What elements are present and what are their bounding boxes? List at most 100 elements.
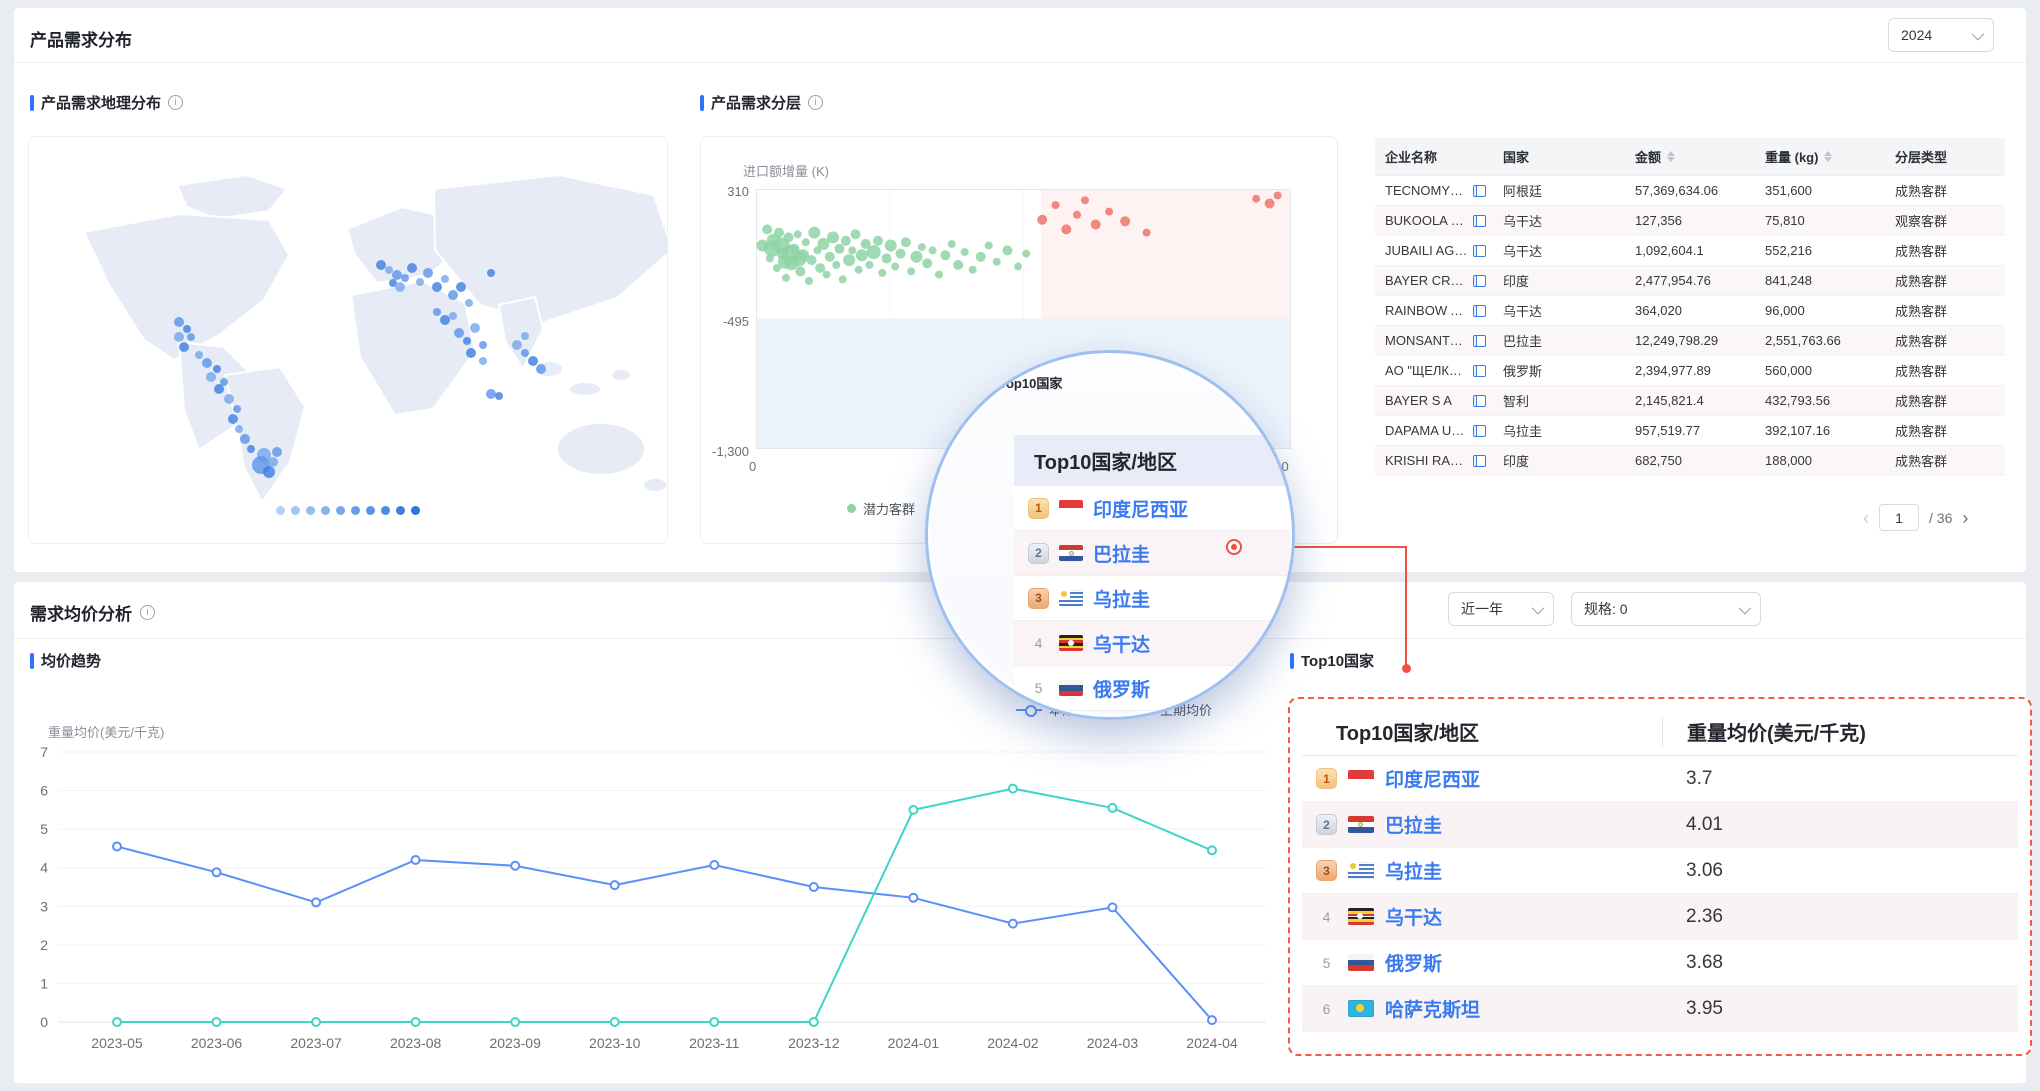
world-map[interactable] — [29, 137, 667, 543]
flag-stripe — [1348, 910, 1374, 914]
column-header-2[interactable]: 金额 — [1625, 138, 1755, 176]
info-icon[interactable]: i — [808, 95, 824, 110]
density-legend-dot[interactable] — [366, 506, 375, 515]
copy-icon[interactable] — [1473, 334, 1486, 347]
density-legend-dot[interactable] — [381, 506, 390, 515]
country-link[interactable]: 乌拉圭 — [1385, 862, 1443, 883]
density-legend-dot[interactable] — [351, 506, 360, 515]
flag-stripe — [1059, 690, 1083, 696]
country-link[interactable]: 乌拉圭 — [1093, 589, 1151, 611]
title-bar — [30, 652, 34, 669]
map-dot — [536, 364, 546, 374]
company-name-text[interactable]: DAPAMA UR... — [1385, 423, 1469, 438]
copy-icon[interactable] — [1473, 454, 1486, 467]
rank-number: 5 — [1322, 954, 1331, 971]
year-select[interactable]: 2024 — [1888, 18, 1994, 52]
company-name-text[interactable]: KRISHI RASA... — [1385, 453, 1469, 468]
country-cell: 3 乌拉圭 — [1302, 857, 1662, 884]
country-link[interactable]: 印度尼西亚 — [1385, 770, 1481, 791]
copy-icon[interactable] — [1473, 364, 1486, 377]
top10-col-price: 重量均价(美元/千克) — [1662, 716, 2018, 747]
flag-stripe — [1348, 922, 1374, 925]
country-link[interactable]: 巴拉圭 — [1385, 816, 1443, 837]
copy-icon[interactable] — [1473, 394, 1486, 407]
period-select[interactable]: 近一年 — [1448, 592, 1554, 626]
density-legend-dot[interactable] — [291, 506, 300, 515]
map-dot — [512, 340, 522, 350]
price-cell: 3.06 — [1686, 859, 1723, 881]
company-name-text[interactable]: BAYER CRO... — [1385, 273, 1469, 288]
company-name-text[interactable]: RAINBOW A... — [1385, 303, 1469, 318]
sort-icon[interactable] — [1824, 151, 1833, 162]
svg-text:1: 1 — [40, 975, 48, 991]
prev-page-button[interactable]: ‹ — [1863, 507, 1869, 528]
line-chart[interactable]: 0 1 2 3 4 5 6 7 2023-05 2023-06 2023-07 2023-08 2023… — [22, 740, 1282, 1070]
company-name-cell: BUKOOLA C... — [1375, 205, 1493, 236]
company-name-text[interactable]: AO "ЩЕЛКО... — [1385, 363, 1469, 378]
amount-cell: 2,477,954.76 — [1625, 265, 1755, 296]
trend-title-text: 均价趋势 — [41, 653, 102, 670]
country-link[interactable]: 巴拉圭 — [1093, 544, 1151, 566]
country-cell: 印度 — [1493, 265, 1625, 296]
scatter-xtick: 0 — [749, 459, 757, 474]
company-name-text[interactable]: BUKOOLA C... — [1385, 213, 1469, 228]
next-page-button[interactable]: › — [1962, 507, 1969, 528]
info-icon[interactable]: i — [140, 605, 155, 620]
map-dot — [449, 312, 457, 320]
column-header-1: 国家 — [1493, 138, 1625, 176]
flag-icon-py — [1348, 816, 1374, 833]
copy-icon[interactable] — [1473, 184, 1486, 197]
company-name-wrap: AO "ЩЕЛКО... — [1385, 363, 1486, 378]
amount-cell: 127,356 — [1625, 205, 1755, 236]
country-link[interactable]: 乌干达 — [1385, 908, 1443, 929]
company-name-text[interactable]: TECNOMYL ... — [1385, 183, 1469, 198]
copy-icon[interactable] — [1473, 274, 1486, 287]
country-link[interactable]: 哈萨克斯坦 — [1385, 1000, 1481, 1021]
line-y-axis-label: 重量均价(美元/千克) — [48, 725, 165, 740]
flag-emblem — [1357, 913, 1363, 919]
magnifier-country-row: 1 印度尼西亚 — [1014, 486, 1290, 531]
table-row: BAYER S A 智利 2,145,821.4 432,793.56 成熟客群 — [1375, 385, 2005, 416]
flag-stripe — [1059, 555, 1083, 561]
density-legend-dot[interactable] — [396, 506, 405, 515]
density-legend-dot[interactable] — [336, 506, 345, 515]
copy-icon[interactable] — [1473, 304, 1486, 317]
sort-desc-icon — [1667, 157, 1676, 162]
company-name-text[interactable]: MONSANTO ... — [1385, 333, 1469, 348]
sort-icon[interactable] — [1667, 151, 1676, 162]
spec-select[interactable]: 规格: 0 — [1571, 592, 1761, 626]
column-header-text: 分层类型 — [1895, 150, 1948, 165]
world-map-svg — [82, 173, 667, 504]
svg-text:2023-12: 2023-12 — [788, 1035, 840, 1051]
country-link[interactable]: 乌干达 — [1093, 634, 1151, 656]
density-legend-dot[interactable] — [276, 506, 285, 515]
scatter-legend[interactable]: 潜力客群 — [847, 499, 915, 518]
current-page-input[interactable]: 1 — [1879, 504, 1919, 531]
amount-cell: 57,369,634.06 — [1625, 175, 1755, 206]
country-link[interactable]: 印度尼西亚 — [1093, 499, 1189, 521]
density-legend-dot[interactable] — [306, 506, 315, 515]
type-cell: 成熟客群 — [1885, 235, 2005, 266]
top10-country-row: 1 印度尼西亚 3.7 — [1302, 756, 2018, 802]
copy-icon[interactable] — [1473, 244, 1486, 257]
density-legend-dot[interactable] — [411, 506, 420, 515]
flag-sun — [1356, 1004, 1364, 1012]
title-bar — [1290, 652, 1294, 669]
column-header-3[interactable]: 重量 (kg) — [1755, 138, 1885, 176]
info-icon[interactable]: i — [168, 95, 184, 110]
density-legend-dot[interactable] — [321, 506, 330, 515]
company-name-wrap: TECNOMYL ... — [1385, 183, 1486, 198]
type-cell: 成熟客群 — [1885, 325, 2005, 356]
top10-table-header: Top10国家/地区 重量均价(美元/千克) — [1302, 708, 2018, 756]
map-dot — [272, 447, 282, 457]
country-link[interactable]: 俄罗斯 — [1093, 679, 1151, 701]
company-name-text[interactable]: JUBAILI AGR... — [1385, 243, 1469, 258]
copy-icon[interactable] — [1473, 424, 1486, 437]
weight-cell: 351,600 — [1755, 175, 1885, 206]
strat-section-title: 产品需求分层 i — [700, 92, 824, 113]
country-cell: 乌干达 — [1493, 205, 1625, 236]
copy-icon[interactable] — [1473, 214, 1486, 227]
company-name-cell: RAINBOW A... — [1375, 295, 1493, 326]
company-name-text[interactable]: BAYER S A — [1385, 393, 1452, 408]
country-link[interactable]: 俄罗斯 — [1385, 954, 1443, 975]
